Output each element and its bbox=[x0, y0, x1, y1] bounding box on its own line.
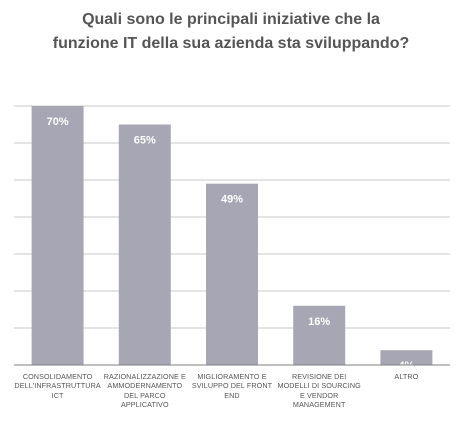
category-label-2-line-2: END bbox=[224, 390, 240, 400]
bar-value-label-2: 49% bbox=[221, 194, 243, 206]
category-label-3-line-2: E VENDOR bbox=[300, 390, 339, 400]
chart-title: Quali sono le principali iniziative che … bbox=[0, 8, 462, 56]
category-label-3: REVISIONE DEI MODELLI DI SOURCING E VENDOR… bbox=[271, 372, 367, 410]
category-label-0-line-2: ICT bbox=[51, 390, 64, 400]
bar-1 bbox=[118, 124, 171, 365]
bar-4 bbox=[380, 350, 433, 365]
category-label-1-line-3: APPLICATIVO bbox=[120, 400, 169, 410]
bar-3 bbox=[293, 305, 346, 365]
chart-title-line-2: funzione IT della sua azienda sta svilup… bbox=[52, 35, 410, 52]
category-label-0: CONSOLIDAMENTO DELL'INFRASTRUTTURA ICT bbox=[10, 372, 106, 400]
bar-value-label-4: 4% bbox=[398, 360, 414, 372]
category-label-3-line-3: MANAGEMENT bbox=[292, 400, 346, 410]
chart-title-line-1: Quali sono le principali iniziative che … bbox=[82, 11, 380, 28]
category-label-1-line-0: RAZIONALIZZAZIONE E bbox=[103, 372, 186, 381]
category-label-2-line-0: MIGLIORAMENTO E bbox=[197, 372, 267, 381]
bar-0 bbox=[31, 106, 84, 365]
category-label-1: RAZIONALIZZAZIONE E AMMODERNAMENTO DEL PAR… bbox=[97, 372, 193, 410]
category-label-0-line-0: CONSOLIDAMENTO bbox=[22, 372, 93, 381]
bar-value-label-3: 16% bbox=[308, 316, 330, 328]
bar-value-label-1: 65% bbox=[134, 135, 156, 147]
bar-2 bbox=[206, 183, 258, 365]
category-label-4: ALTRO bbox=[358, 372, 454, 381]
category-label-3-line-0: REVISIONE DEI bbox=[291, 372, 347, 381]
category-label-2: MIGLIORAMENTO E SVILUPPO DEL FRONT END bbox=[184, 372, 280, 400]
category-label-2-line-1: SVILUPPO DEL FRONT bbox=[191, 381, 273, 391]
category-label-3-line-1: MODELLI DI SOURCING bbox=[277, 381, 361, 391]
category-label-1-line-2: DEL PARCO bbox=[123, 390, 166, 400]
category-label-1-line-1: AMMODERNAMENTO bbox=[107, 381, 183, 391]
category-label-0-line-1: DELL'INFRASTRUTTURA bbox=[14, 381, 101, 391]
category-label-4-line-0: ALTRO bbox=[394, 372, 419, 381]
bar-value-label-0: 70% bbox=[47, 116, 69, 128]
